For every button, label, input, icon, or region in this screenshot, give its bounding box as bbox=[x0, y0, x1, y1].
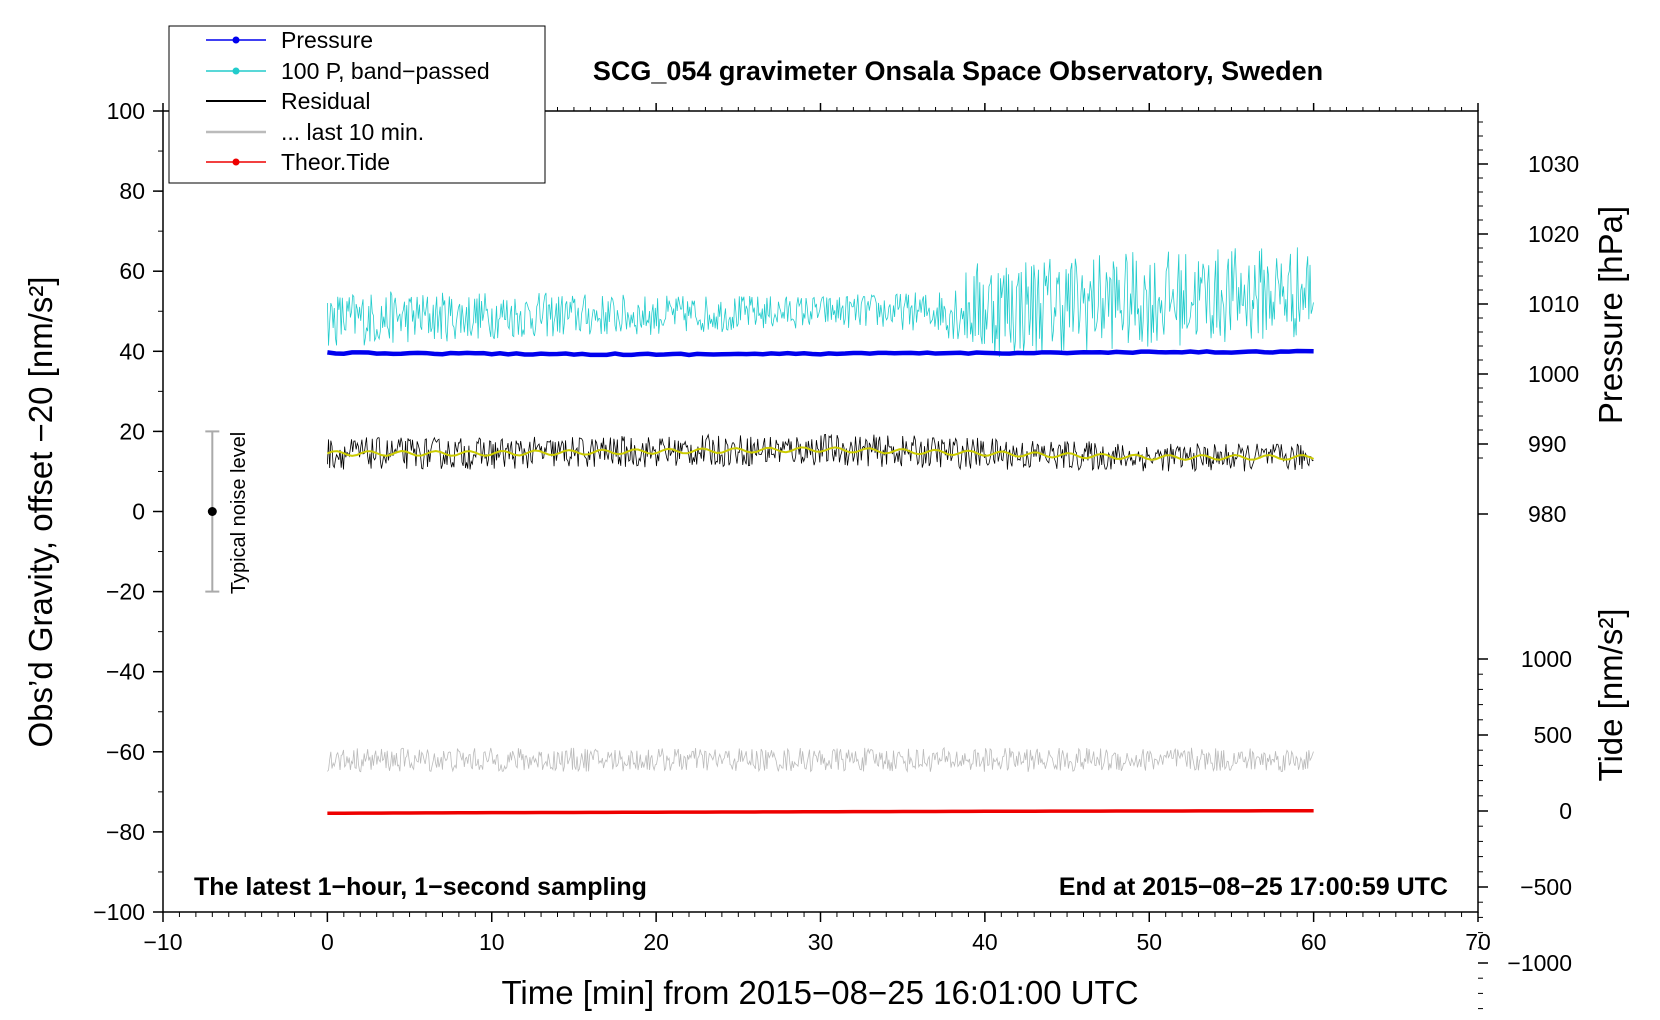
series-residual-smoothed bbox=[327, 446, 1315, 461]
y-axis-label-pressure: Pressure [hPa] bbox=[1592, 206, 1629, 424]
pressure-tick-label: 1010 bbox=[1528, 291, 1579, 317]
x-tick-label: 50 bbox=[1136, 929, 1162, 955]
series-layer bbox=[326, 247, 1315, 816]
tide-tick-label: 500 bbox=[1534, 722, 1572, 748]
tide-tick-label: −1000 bbox=[1507, 950, 1572, 976]
legend-label-band-passed: 100 P, band−passed bbox=[281, 58, 490, 84]
x-tick-label: 60 bbox=[1301, 929, 1327, 955]
y-tick-label: −20 bbox=[106, 579, 145, 605]
series-100-p-band-passed bbox=[326, 247, 1314, 358]
legend-marker-theor-tide bbox=[232, 158, 240, 166]
annotation-sampling: The latest 1−hour, 1−second sampling bbox=[194, 873, 647, 901]
x-tick-label: 10 bbox=[479, 929, 505, 955]
y-tick-label: −100 bbox=[93, 899, 145, 925]
legend-item-pressure: Pressure bbox=[206, 27, 373, 53]
tide-tick-label: 1000 bbox=[1521, 646, 1572, 672]
x-tick-label: 40 bbox=[972, 929, 998, 955]
legend-item-last-10-min: ... last 10 min. bbox=[206, 119, 424, 145]
series-pressure bbox=[327, 348, 1314, 358]
x-tick-label: 30 bbox=[808, 929, 834, 955]
legend-item-residual: Residual bbox=[206, 88, 371, 114]
legend-label-last-10-min: ... last 10 min. bbox=[281, 119, 424, 145]
series-residual bbox=[326, 433, 1314, 473]
y-tick-label: 80 bbox=[119, 178, 145, 204]
y-tick-label: −80 bbox=[106, 819, 145, 845]
y-tick-label: 100 bbox=[107, 98, 145, 124]
legend-label-pressure: Pressure bbox=[281, 27, 373, 53]
legend-item-band-passed: 100 P, band−passed bbox=[206, 58, 490, 84]
legend-marker-band-passed bbox=[232, 67, 240, 75]
pressure-tick-label: 990 bbox=[1528, 431, 1566, 457]
pressure-tick-label: 1030 bbox=[1528, 151, 1579, 177]
y-axis-label-left: Obs’d Gravity, offset −20 [nm/s²] bbox=[22, 276, 59, 747]
y-tick-label: 40 bbox=[119, 338, 145, 364]
noise-label: Typical noise level bbox=[228, 432, 250, 594]
legend-marker-pressure bbox=[232, 36, 240, 44]
series-theor-tide bbox=[327, 808, 1314, 816]
annotation-end-time: End at 2015−08−25 17:00:59 UTC bbox=[1059, 873, 1448, 901]
pressure-tick-label: 1020 bbox=[1528, 221, 1579, 247]
y-tick-label: −40 bbox=[106, 659, 145, 685]
pressure-tick-label: 980 bbox=[1528, 501, 1566, 527]
y-tick-label: 0 bbox=[132, 499, 145, 525]
tide-tick-label: 0 bbox=[1559, 798, 1572, 824]
tide-tick-label: −500 bbox=[1520, 874, 1572, 900]
plot-frame bbox=[162, 110, 1479, 913]
x-tick-label: 0 bbox=[321, 929, 334, 955]
legend-box bbox=[168, 25, 546, 184]
axis-ticks: −10 0 10 20 30 40 50 60 70−100−80−60−40−20020406… bbox=[93, 98, 1579, 1010]
x-tick-label: 70 bbox=[1465, 929, 1491, 955]
noise-bar-center bbox=[207, 507, 217, 516]
x-tick-label: 20 bbox=[643, 929, 669, 955]
series-last-10-min bbox=[327, 746, 1314, 773]
y-tick-label: 20 bbox=[119, 418, 145, 444]
chart-title: SCG_054 gravimeter Onsala Space Observat… bbox=[593, 56, 1323, 86]
pressure-tick-label: 1000 bbox=[1528, 361, 1579, 387]
x-axis-label: Time [min] from 2015−08−25 16:01:00 UTC bbox=[501, 974, 1138, 1011]
legend-label-theor-tide: Theor.Tide bbox=[281, 149, 390, 175]
x-tick-label: −10 bbox=[143, 929, 182, 955]
legend-label-residual: Residual bbox=[281, 88, 371, 114]
y-tick-label: 60 bbox=[119, 258, 145, 284]
legend: Pressure 100 P, band−passed Residual ...… bbox=[168, 25, 546, 184]
y-tick-label: −60 bbox=[106, 739, 145, 765]
noise-level-indicator: Typical noise level bbox=[205, 430, 250, 594]
legend-item-theor-tide: Theor.Tide bbox=[206, 149, 390, 175]
y-axis-label-tide: Tide [nm/s²] bbox=[1592, 609, 1629, 782]
